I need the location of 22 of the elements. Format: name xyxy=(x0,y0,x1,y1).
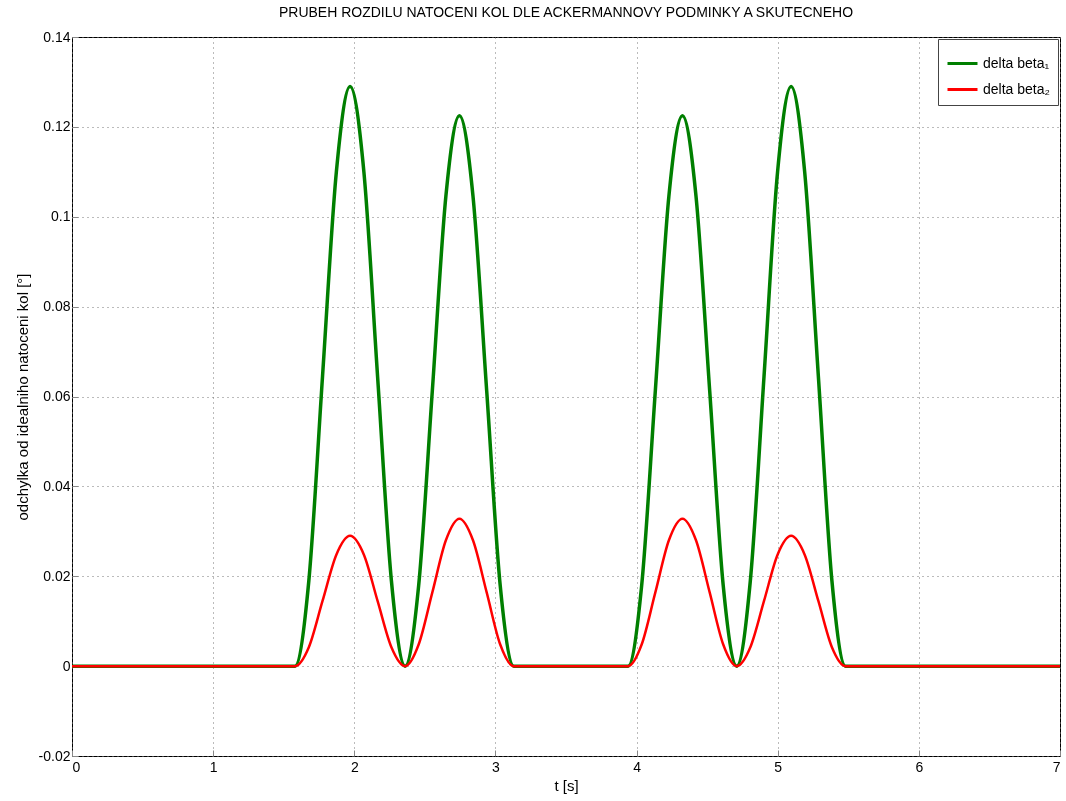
y-tick-label: 0.1 xyxy=(51,208,71,225)
y-tick-label: 0.02 xyxy=(43,567,71,584)
y-tick-label: 0.12 xyxy=(43,118,71,135)
y-tick-label: 0.14 xyxy=(43,28,71,45)
chart-title: PRUBEH ROZDILU NATOCENI KOL DLE ACKERMANNOVY PODMINKY A SKUTECNEHO xyxy=(278,4,854,20)
line-series xyxy=(72,517,1060,668)
x-tick-label: 7 xyxy=(1052,758,1061,775)
legend-label: delta beta₁ xyxy=(983,54,1050,71)
x-tick-label: 5 xyxy=(774,758,783,775)
legend-label: delta beta₂ xyxy=(983,80,1050,97)
y-tick-label: 0 xyxy=(62,657,71,674)
x-tick-label: 4 xyxy=(633,758,642,775)
x-tick-label: 3 xyxy=(492,758,501,775)
y-tick-label: 0.08 xyxy=(43,298,71,315)
y-tick-label: 0.06 xyxy=(43,388,71,404)
y-axis-title: odchylka od idealniho natoceni kol [°] xyxy=(13,273,31,521)
x-axis-title: t [s] xyxy=(554,776,579,794)
y-tick-label: -0.02 xyxy=(38,747,71,764)
x-tick-label: 2 xyxy=(350,758,359,775)
x-tick-label: 1 xyxy=(209,758,218,775)
y-tick-label: 0.04 xyxy=(43,477,71,494)
x-tick-label: 6 xyxy=(915,758,924,775)
